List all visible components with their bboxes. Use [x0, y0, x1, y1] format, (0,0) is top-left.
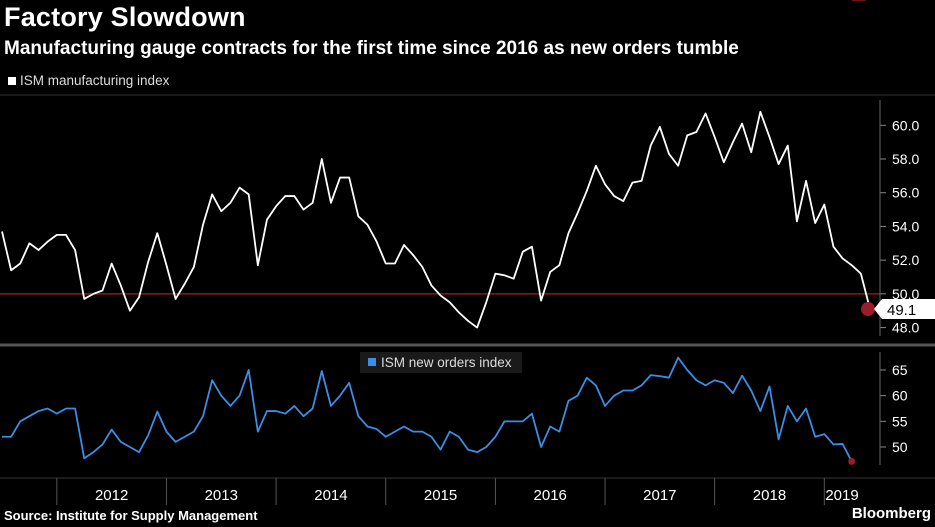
y-tick-label-top-6: 60.0 [892, 117, 919, 133]
last-value-tag-top [874, 299, 935, 320]
last-point-marker-top [861, 302, 875, 317]
y-tick-label-top-5: 58.0 [892, 151, 919, 167]
x-tick-label-0: 2012 [95, 487, 128, 504]
y-tick-label-top-4: 56.0 [892, 185, 919, 201]
legend-swatch-blue [368, 358, 376, 366]
y-tick-label-top-1: 50.0 [892, 286, 919, 302]
new-orders-low-marker [848, 457, 856, 465]
y-tick-label-bottom-0: 50 [892, 439, 908, 455]
legend-label-manufacturing: ISM manufacturing index [20, 73, 170, 88]
legend-box-bottom [360, 352, 522, 373]
series-line-new-orders [2, 356, 853, 462]
y-tick-label-top-2: 52.0 [892, 252, 919, 268]
x-tick-label-1: 2013 [205, 487, 238, 504]
last-value-label-top: 49.1 [887, 302, 916, 319]
series-line-manufacturing [1, 110, 871, 329]
x-tick-label-2: 2014 [314, 487, 347, 504]
legend-label-new-orders: ISM new orders index [381, 355, 512, 370]
x-tick-label-6: 2018 [753, 487, 786, 504]
chart-subtitle: Manufacturing gauge contracts for the fi… [4, 38, 739, 59]
y-tick-label-top-0: 48.0 [892, 320, 919, 336]
chart-title: Factory Slowdown [4, 2, 246, 32]
x-tick-label-4: 2016 [534, 487, 567, 504]
legend-manufacturing: ISM manufacturing index [8, 73, 169, 88]
x-tick-label-5: 2017 [643, 487, 676, 504]
y-tick-label-bottom-1: 55 [892, 413, 908, 429]
y-tick-label-bottom-3: 65 [892, 362, 908, 378]
legend-swatch-white [8, 76, 16, 85]
last-value-label-bottom: 47.2 [887, 0, 916, 4]
source-note: Source: Institute for Supply Management [4, 508, 258, 523]
bloomberg-logo: Bloomberg [851, 505, 931, 522]
y-tick-label-bottom-2: 60 [892, 388, 908, 404]
y-tick-label-top-3: 54.0 [892, 218, 919, 234]
x-tick-label-7: 2019 [825, 487, 858, 504]
x-tick-label-3: 2015 [424, 487, 457, 504]
